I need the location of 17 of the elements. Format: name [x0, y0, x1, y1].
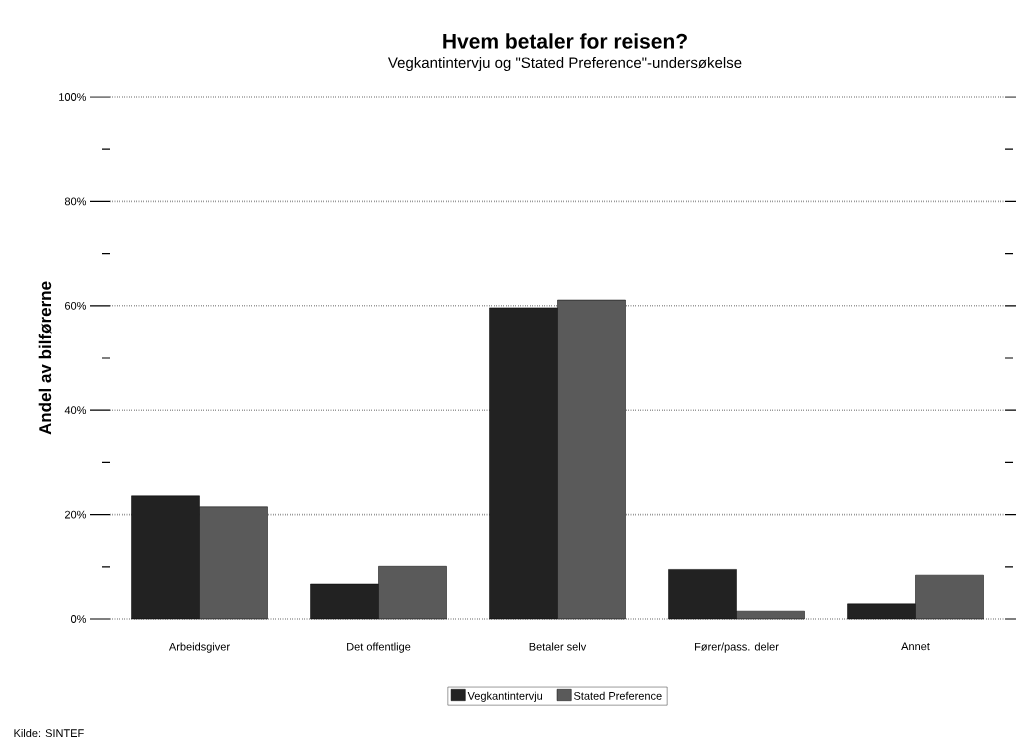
x-tick-label: Betaler selv — [529, 642, 587, 651]
y-tick-label: 100% — [59, 93, 87, 101]
legend-label: Stated Preference — [574, 691, 662, 700]
y-tick-label: 60% — [65, 301, 87, 310]
chart-title: Hvem betaler for reisen? — [443, 33, 687, 49]
y-tick-label: 0% — [70, 615, 87, 623]
x-tick-label: Det offentlige — [347, 642, 411, 653]
x-tick-label: Arbeidsgiver — [168, 642, 230, 653]
legend-label: Vegkantintervju — [467, 691, 543, 702]
chart-subtitle: Vegkantintervju og "Stated Preference"-undersøkelse — [387, 57, 742, 71]
y-axis-title: Andel av bilførerne — [38, 281, 52, 435]
text: Kilde: SINTEF — [14, 728, 84, 738]
x-tick-label: Annet — [901, 642, 930, 651]
x-tick-label: Fører/pass. deler — [695, 642, 779, 653]
y-tick-label: 20% — [65, 510, 87, 519]
y-tick-label: 80% — [64, 197, 87, 206]
y-tick-label: 40% — [64, 406, 87, 415]
